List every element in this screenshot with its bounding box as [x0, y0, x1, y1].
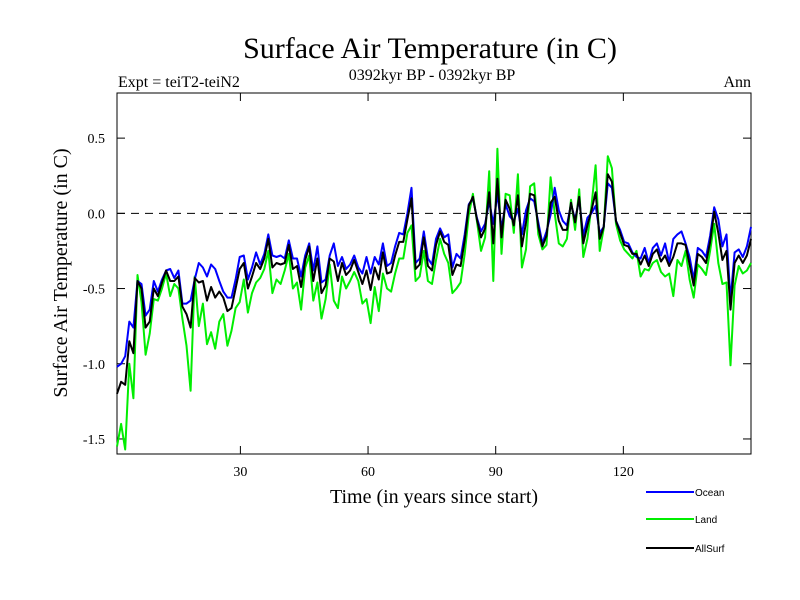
x-tick-label: 90	[489, 465, 503, 480]
series-line-land	[116, 147, 752, 451]
x-tick-label: 120	[613, 465, 634, 480]
series-line-allsurf	[116, 173, 752, 395]
y-tick-label: 0.0	[88, 207, 106, 222]
series-lines	[116, 147, 752, 451]
plot-frame	[116, 92, 752, 455]
legend-label-ocean: Ocean	[695, 488, 724, 499]
chart-subtitle: 0392kyr BP - 0392kyr BP	[349, 67, 516, 84]
y-tick-label: 0.5	[88, 132, 106, 147]
period-label: Ann	[723, 74, 751, 91]
x-axis: 30 60 90 120	[233, 93, 634, 480]
y-tick-label: -1.5	[83, 433, 105, 448]
x-axis-label: Time (in years since start)	[330, 486, 538, 508]
y-axis-label: Surface Air Temperature (in C)	[50, 148, 72, 397]
y-tick-label: -0.5	[83, 283, 105, 298]
y-axis: 0.5 0.0 -0.5 -1.0 -1.5	[83, 132, 751, 448]
y-tick-label: -1.0	[83, 358, 105, 373]
x-tick-label: 60	[361, 465, 375, 480]
legend: Ocean Land AllSurf	[646, 488, 725, 555]
legend-label-land: Land	[695, 515, 717, 526]
chart-title: Surface Air Temperature (in C)	[243, 32, 617, 65]
experiment-label: Expt = teiT2-teiN2	[118, 74, 240, 91]
legend-label-allsurf: AllSurf	[695, 544, 725, 555]
x-tick-label: 30	[233, 465, 247, 480]
